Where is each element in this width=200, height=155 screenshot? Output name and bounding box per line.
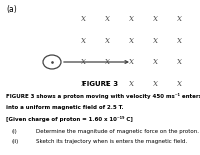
- Text: Sketch its trajectory when is enters the magnetic field.: Sketch its trajectory when is enters the…: [36, 140, 187, 144]
- Text: x: x: [105, 58, 111, 66]
- Text: x: x: [177, 36, 183, 45]
- Text: Determine the magnitude of magnetic force on the proton.: Determine the magnitude of magnetic forc…: [36, 129, 199, 134]
- Text: x: x: [129, 36, 135, 45]
- Text: into a uniform magnetic field of 2.5 T.: into a uniform magnetic field of 2.5 T.: [6, 105, 124, 110]
- Text: x: x: [177, 58, 183, 66]
- Text: x: x: [105, 14, 111, 23]
- Text: x: x: [153, 58, 159, 66]
- Text: (i): (i): [12, 129, 18, 134]
- Text: x: x: [153, 36, 159, 45]
- Text: FIGURE 3 shows a proton moving with velocity 450 ms⁻¹ enters perpendicularly: FIGURE 3 shows a proton moving with velo…: [6, 93, 200, 99]
- Text: x: x: [153, 79, 159, 88]
- Text: x: x: [177, 79, 183, 88]
- Text: x: x: [81, 58, 87, 66]
- Text: x: x: [129, 79, 135, 88]
- Text: x: x: [129, 58, 135, 66]
- Text: x: x: [81, 79, 87, 88]
- Text: (ii): (ii): [12, 140, 19, 144]
- Text: FIGURE 3: FIGURE 3: [82, 81, 118, 87]
- Text: x: x: [105, 36, 111, 45]
- Text: [Given charge of proton = 1.60 x 10⁻¹⁹ C]: [Given charge of proton = 1.60 x 10⁻¹⁹ C…: [6, 116, 133, 122]
- Text: x: x: [129, 14, 135, 23]
- Text: (a): (a): [6, 5, 17, 14]
- Text: x: x: [81, 36, 87, 45]
- Text: x: x: [153, 14, 159, 23]
- Text: x: x: [105, 79, 111, 88]
- Text: x: x: [177, 14, 183, 23]
- Text: x: x: [81, 14, 87, 23]
